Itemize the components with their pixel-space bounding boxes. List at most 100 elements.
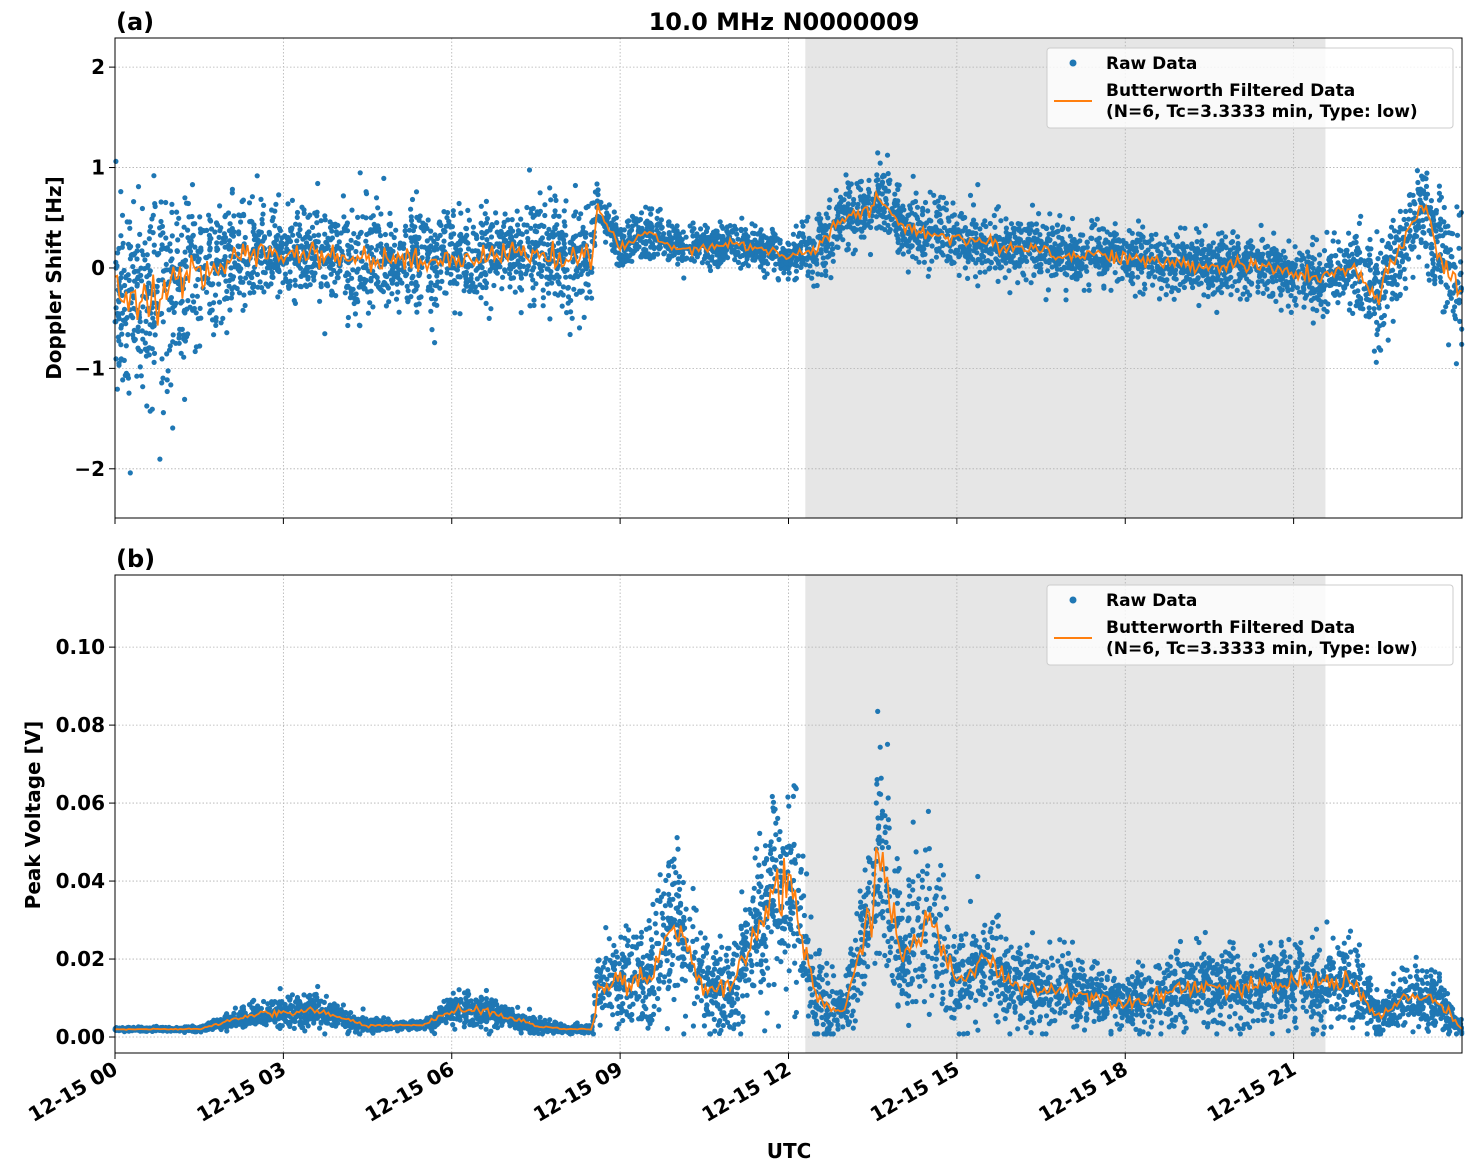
raw-data-point bbox=[1456, 300, 1462, 306]
raw-data-point bbox=[893, 198, 899, 204]
raw-data-point bbox=[292, 282, 298, 288]
raw-data-point bbox=[150, 212, 156, 218]
raw-data-point bbox=[542, 202, 548, 208]
raw-data-point bbox=[675, 261, 681, 267]
raw-data-point bbox=[1436, 190, 1442, 196]
raw-data-point bbox=[434, 273, 440, 279]
raw-data-point bbox=[1286, 238, 1292, 244]
raw-data-point bbox=[814, 282, 820, 289]
raw-data-point bbox=[507, 271, 513, 277]
raw-data-point bbox=[1031, 237, 1037, 243]
raw-data-point bbox=[1446, 342, 1452, 348]
raw-data-point bbox=[1438, 216, 1444, 222]
raw-data-point bbox=[483, 198, 489, 204]
raw-data-point bbox=[956, 272, 962, 278]
raw-data-point bbox=[1453, 361, 1459, 367]
raw-data-point bbox=[1248, 238, 1254, 244]
raw-data-point bbox=[760, 260, 766, 266]
raw-data-point bbox=[843, 172, 849, 178]
raw-data-point bbox=[402, 228, 408, 234]
raw-data-point bbox=[1114, 278, 1120, 284]
raw-data-point bbox=[1169, 269, 1175, 275]
raw-data-point bbox=[257, 279, 263, 285]
raw-data-point bbox=[822, 260, 829, 266]
raw-data-point bbox=[560, 284, 567, 290]
raw-data-point bbox=[182, 396, 188, 402]
raw-data-point bbox=[1218, 277, 1224, 283]
raw-data-point bbox=[1298, 257, 1304, 263]
raw-data-point bbox=[1111, 230, 1117, 236]
raw-data-point bbox=[703, 228, 710, 235]
raw-data-point bbox=[637, 237, 643, 243]
raw-data-point bbox=[1309, 287, 1315, 293]
raw-data-point bbox=[1045, 287, 1051, 293]
raw-data-point bbox=[655, 251, 661, 257]
raw-data-point bbox=[306, 234, 312, 240]
raw-data-point bbox=[272, 223, 278, 229]
raw-data-point bbox=[1214, 309, 1220, 315]
raw-data-point bbox=[353, 248, 359, 255]
raw-data-point bbox=[488, 225, 494, 231]
raw-data-point bbox=[965, 259, 971, 265]
raw-data-point bbox=[1211, 276, 1218, 282]
raw-data-point bbox=[138, 373, 144, 379]
raw-data-point bbox=[437, 222, 443, 228]
raw-data-point bbox=[1415, 179, 1421, 186]
raw-data-point bbox=[335, 275, 341, 281]
raw-data-point bbox=[395, 289, 401, 295]
raw-data-point bbox=[128, 243, 134, 250]
raw-data-point bbox=[881, 173, 887, 179]
raw-data-point bbox=[933, 254, 940, 260]
raw-data-point bbox=[500, 274, 506, 280]
raw-data-point bbox=[384, 242, 390, 248]
raw-data-point bbox=[559, 233, 566, 239]
raw-data-point bbox=[568, 297, 574, 304]
raw-data-point bbox=[577, 288, 583, 294]
raw-data-point bbox=[906, 212, 912, 218]
raw-data-point bbox=[877, 160, 883, 166]
raw-data-point bbox=[404, 271, 410, 277]
raw-data-point bbox=[528, 210, 534, 216]
raw-data-point bbox=[919, 212, 926, 218]
raw-data-point bbox=[242, 302, 248, 309]
raw-data-point bbox=[1161, 242, 1167, 248]
raw-data-point bbox=[339, 248, 345, 254]
raw-data-point bbox=[151, 242, 157, 248]
raw-data-point bbox=[972, 244, 978, 250]
raw-data-point bbox=[849, 219, 855, 225]
raw-data-point bbox=[113, 259, 119, 265]
raw-data-point bbox=[378, 211, 384, 217]
raw-data-point bbox=[603, 239, 609, 245]
raw-data-point bbox=[1340, 290, 1346, 296]
raw-data-point bbox=[1141, 281, 1148, 287]
raw-data-point bbox=[598, 199, 604, 205]
raw-data-point bbox=[816, 211, 822, 217]
raw-data-point bbox=[173, 340, 179, 346]
raw-data-point bbox=[518, 310, 524, 316]
raw-data-point bbox=[432, 340, 438, 346]
raw-data-point bbox=[307, 212, 313, 218]
raw-data-point bbox=[887, 227, 893, 233]
raw-data-point bbox=[1006, 268, 1012, 274]
raw-data-point bbox=[502, 267, 508, 273]
raw-data-point bbox=[658, 217, 665, 223]
raw-data-point bbox=[1086, 282, 1092, 288]
raw-data-point bbox=[363, 238, 369, 244]
raw-data-point bbox=[588, 232, 594, 238]
raw-data-point bbox=[1330, 238, 1336, 244]
raw-data-point bbox=[1371, 306, 1377, 312]
raw-data-point bbox=[793, 268, 800, 274]
raw-data-point bbox=[1278, 307, 1284, 313]
raw-data-point bbox=[616, 255, 622, 261]
raw-data-point bbox=[406, 227, 413, 233]
raw-data-point bbox=[1128, 274, 1134, 280]
raw-data-point bbox=[927, 189, 933, 195]
raw-data-point bbox=[1160, 271, 1166, 277]
raw-data-point bbox=[264, 265, 270, 271]
raw-data-point bbox=[929, 258, 935, 264]
raw-data-point bbox=[569, 315, 575, 321]
raw-data-point bbox=[292, 277, 298, 283]
raw-data-point bbox=[554, 272, 560, 278]
raw-data-point bbox=[1407, 202, 1413, 208]
raw-data-point bbox=[1096, 271, 1102, 277]
